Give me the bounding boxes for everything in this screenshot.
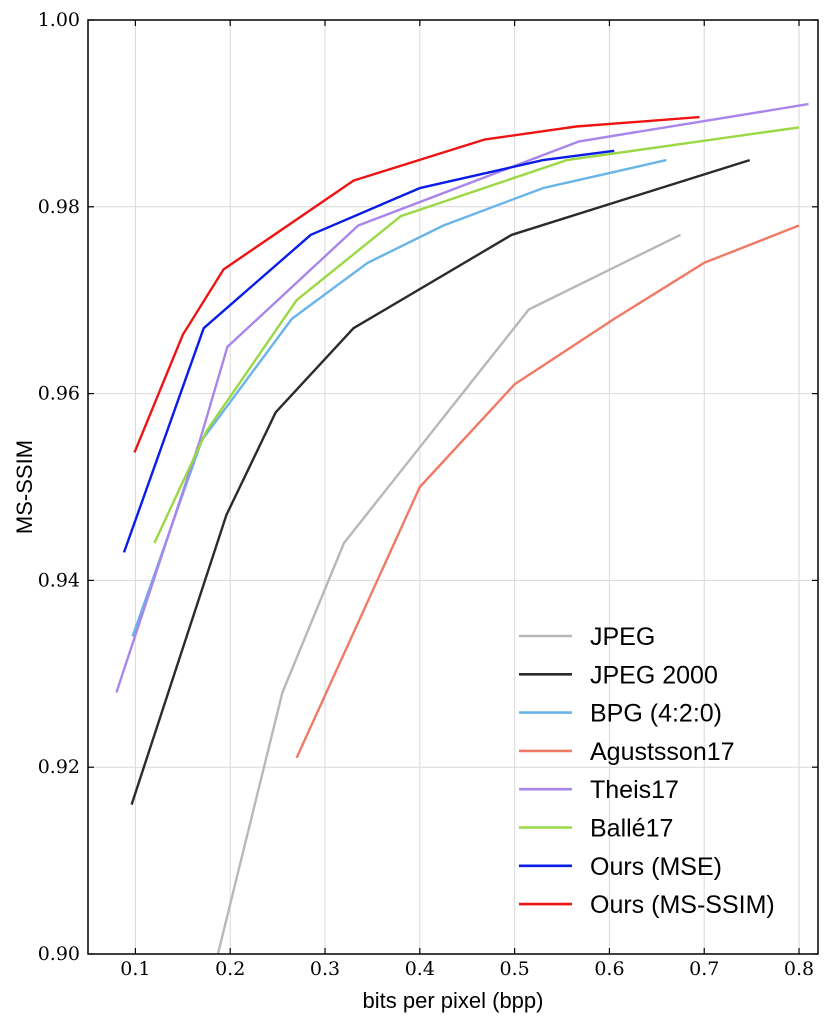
x-tick-labels: 0.1 0.2 0.3 0.4 0.5 0.6 0.7 0.8	[120, 958, 814, 980]
x-tick-label: 0.5	[500, 958, 530, 980]
x-tick-label: 0.4	[405, 958, 435, 980]
series-lines	[115, 102, 809, 954]
series-line-agustsson17	[295, 224, 800, 759]
y-tick-label: 0.92	[38, 756, 80, 778]
legend-label-jpeg: JPEG	[590, 623, 655, 651]
series-line-ours-ms-ssim	[133, 115, 700, 453]
series-line-jpeg-2000	[130, 158, 751, 805]
gridlines	[88, 20, 818, 954]
legend-label-theis17: Theis17	[590, 776, 679, 804]
series-line-theis17	[115, 102, 809, 693]
series-line-ball-17	[153, 126, 800, 544]
plot-frame	[87, 19, 819, 955]
x-tick-label: 0.3	[310, 958, 340, 980]
legend-label-bpg-4-2-0: BPG (4:2:0)	[590, 700, 722, 728]
x-tick-label: 0.6	[594, 958, 624, 980]
legend-label-ball-17: Ballé17	[590, 815, 673, 843]
legend-label-ours-mse: Ours (MSE)	[590, 853, 722, 881]
axis-ticks	[88, 19, 818, 955]
x-tick-label: 0.7	[689, 958, 719, 980]
y-axis-label: MS-SSIM	[12, 440, 37, 534]
y-tick-label: 0.94	[38, 569, 80, 591]
x-tick-label: 0.1	[120, 958, 150, 980]
legend-label-agustsson17: Agustsson17	[590, 738, 735, 766]
y-tick-label: 1.00	[38, 9, 80, 31]
x-tick-label: 0.8	[784, 958, 814, 980]
y-tick-labels: 0.90 0.92 0.94 0.96 0.98 1.00	[38, 9, 80, 965]
x-axis-label: bits per pixel (bpp)	[363, 988, 544, 1013]
y-tick-label: 0.98	[38, 196, 80, 218]
x-tick-label: 0.2	[215, 958, 245, 980]
legend-label-ours-ms-ssim: Ours (MS-SSIM)	[590, 891, 775, 919]
y-tick-label: 0.90	[38, 943, 80, 965]
series-line-jpeg	[216, 233, 682, 954]
legend: JPEG JPEG 2000 BPG (4:2:0) Agustsson17 Theis…	[519, 623, 775, 919]
y-tick-label: 0.96	[38, 383, 80, 405]
series-line-ours-mse	[122, 149, 615, 553]
legend-label-jpeg-2000: JPEG 2000	[590, 661, 718, 689]
